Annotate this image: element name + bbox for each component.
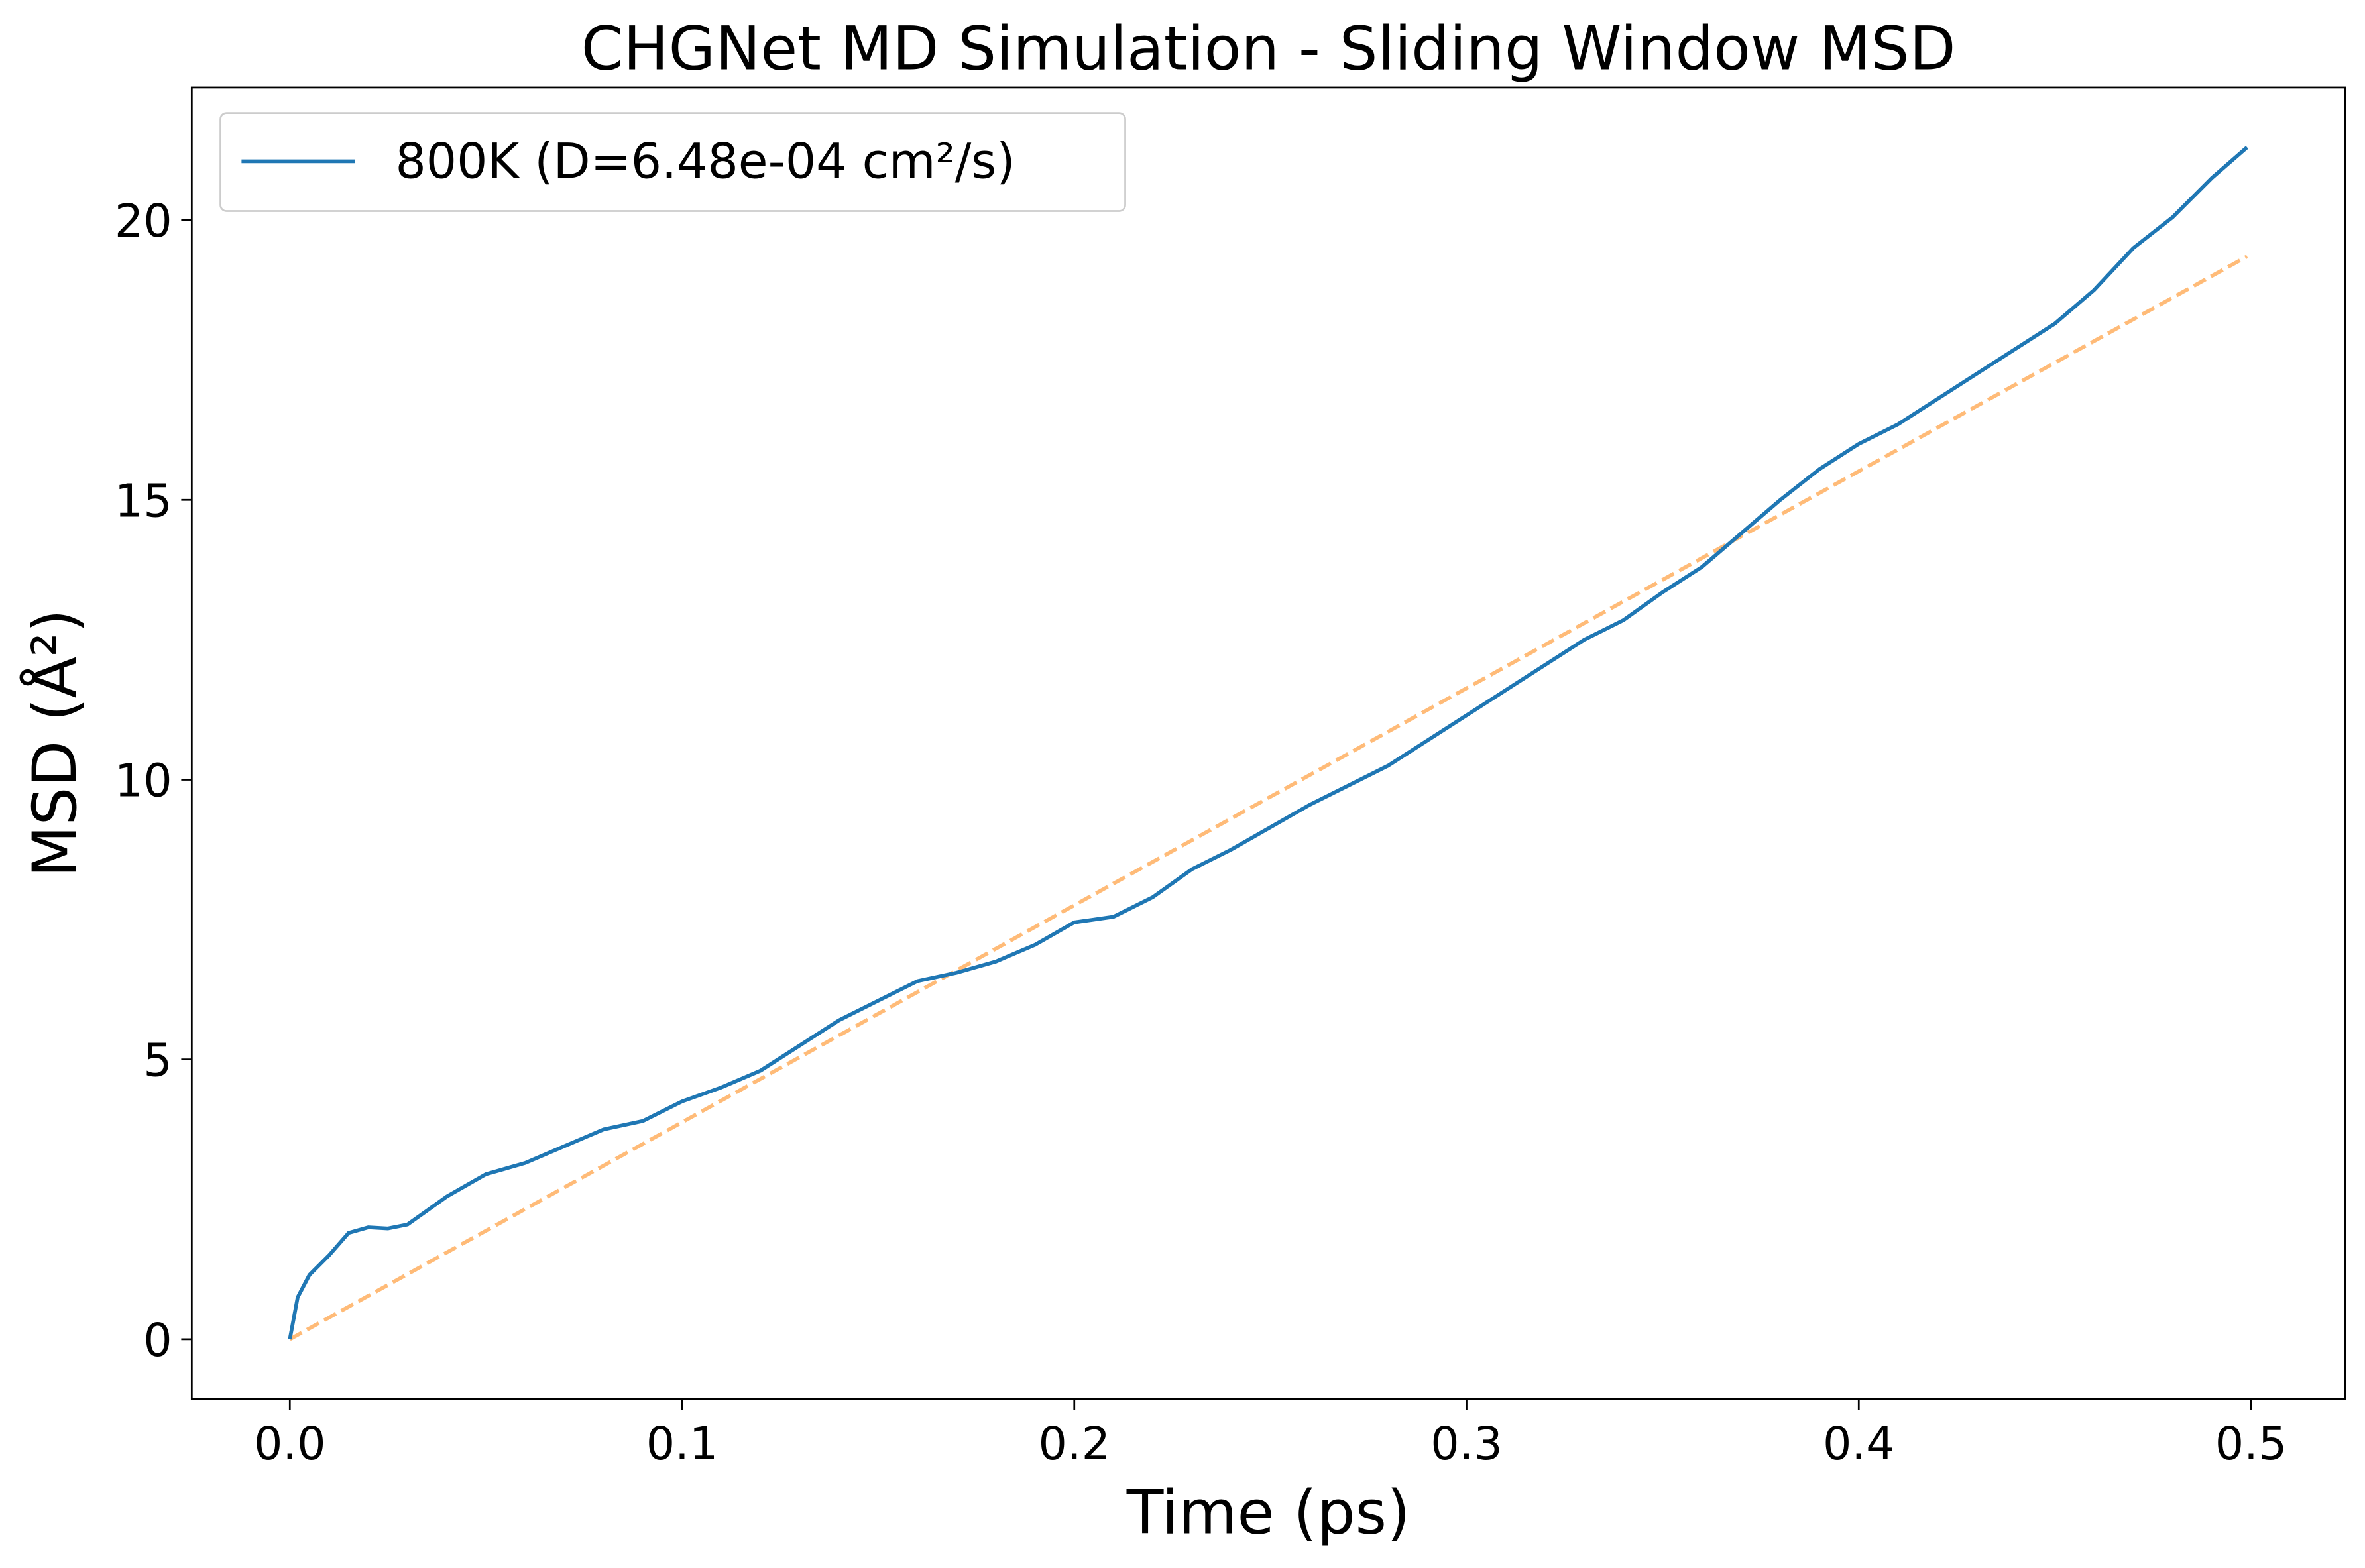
y-tick-label: 5 bbox=[143, 1035, 172, 1088]
x-tick-label: 0.0 bbox=[254, 1418, 326, 1471]
legend-label: 800K (D=6.48e-04 cm²/s) bbox=[395, 133, 1015, 190]
y-axis-label: MSD (Å²) bbox=[19, 609, 90, 877]
series-line bbox=[288, 146, 2248, 1340]
y-tick-label: 0 bbox=[143, 1315, 172, 1367]
x-tick-label: 0.4 bbox=[1823, 1418, 1895, 1471]
y-tick-label: 20 bbox=[115, 196, 172, 248]
plot-frame bbox=[190, 86, 2346, 1400]
x-tick-label: 0.1 bbox=[646, 1418, 719, 1471]
y-tick-label: 10 bbox=[115, 755, 172, 807]
x-tick-label: 0.3 bbox=[1430, 1418, 1503, 1471]
chart-title: CHGNet MD Simulation - Sliding Window MS… bbox=[581, 15, 1956, 84]
y-tick-label: 15 bbox=[115, 475, 172, 528]
series-line bbox=[288, 254, 2248, 1341]
x-axis-label: Time (ps) bbox=[1126, 1479, 1411, 1548]
x-tick-label: 0.5 bbox=[2215, 1418, 2287, 1471]
x-tick-label: 0.2 bbox=[1038, 1418, 1110, 1471]
legend-box bbox=[219, 112, 1126, 212]
